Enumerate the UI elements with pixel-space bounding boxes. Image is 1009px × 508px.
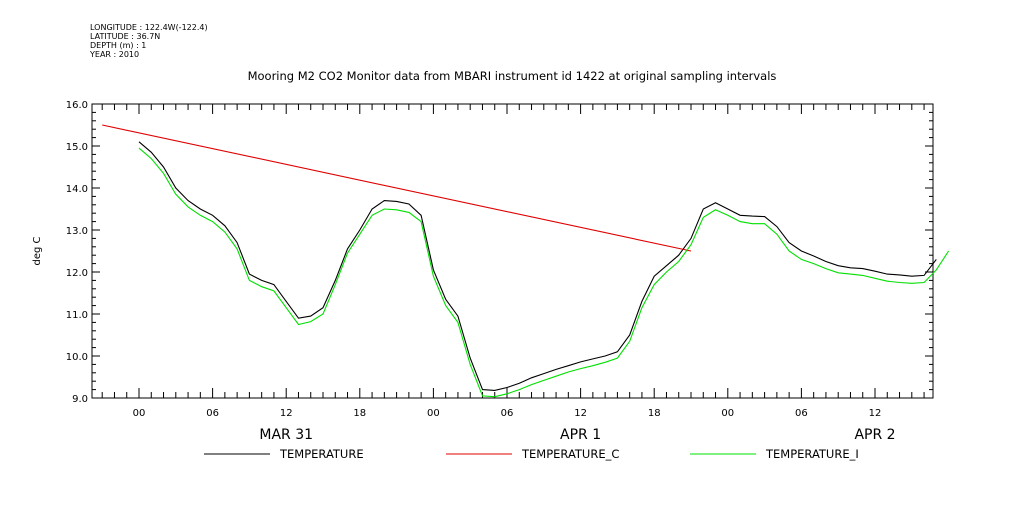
x-tick-label: 06 xyxy=(501,408,514,419)
x-tick-label: 18 xyxy=(648,408,661,419)
y-tick-label: 16.0 xyxy=(66,100,88,111)
series-line-temperature_i xyxy=(138,147,950,398)
x-tick-label: 18 xyxy=(353,408,366,419)
x-tick-label: 00 xyxy=(427,408,440,419)
y-tick-label: 9.0 xyxy=(72,394,88,405)
series-line-temperature xyxy=(138,141,937,391)
legend-label: TEMPERATURE_C xyxy=(521,447,619,461)
x-day-label: MAR 31 xyxy=(259,427,313,443)
series-line-temperature_c xyxy=(102,124,692,252)
meta-line: YEAR : 2010 xyxy=(89,50,139,59)
plot-frame xyxy=(91,103,934,399)
y-tick-label: 14.0 xyxy=(66,184,88,195)
y-tick-label: 10.0 xyxy=(66,352,88,363)
meta-line: DEPTH (m) : 1 xyxy=(90,41,146,50)
x-tick-label: 12 xyxy=(280,408,293,419)
meta-line: LONGITUDE : 122.4W(-122.4) xyxy=(90,23,208,32)
x-tick-label: 00 xyxy=(721,408,734,419)
x-tick-label: 00 xyxy=(133,408,146,419)
y-tick-label: 13.0 xyxy=(66,226,88,237)
legend-label: TEMPERATURE_I xyxy=(765,447,859,461)
chart-title: Mooring M2 CO2 Monitor data from MBARI i… xyxy=(248,69,777,83)
x-day-label: APR 1 xyxy=(560,427,601,443)
y-axis-label: deg C xyxy=(32,236,43,265)
y-tick-label: 11.0 xyxy=(66,310,88,321)
meta-line: LATITUDE : 36.7N xyxy=(90,32,160,41)
x-tick-label: 06 xyxy=(795,408,808,419)
y-tick-label: 15.0 xyxy=(66,142,88,153)
legend-label: TEMPERATURE xyxy=(279,447,364,461)
x-tick-label: 06 xyxy=(206,408,219,419)
x-day-label: APR 2 xyxy=(854,427,895,443)
x-tick-label: 12 xyxy=(869,408,882,419)
x-tick-label: 12 xyxy=(574,408,587,419)
y-tick-label: 12.0 xyxy=(66,268,88,279)
